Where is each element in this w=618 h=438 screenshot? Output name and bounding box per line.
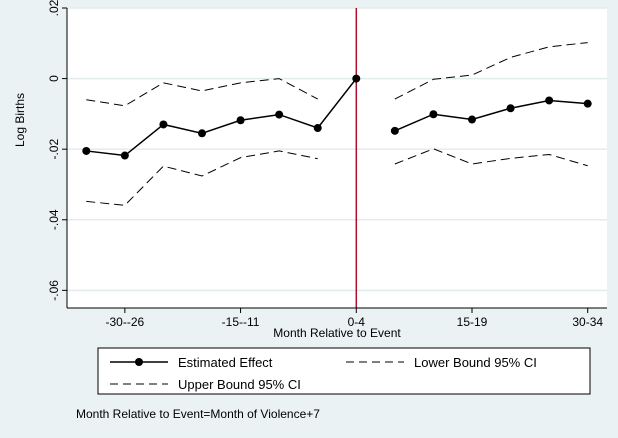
legend-label-lower-bound: Lower Bound 95% CI (414, 355, 537, 370)
chart-note: Month Relative to Event=Month of Violenc… (76, 407, 320, 421)
y-tick-label-4: -.06 (47, 280, 61, 301)
legend-box (97, 347, 591, 395)
point-estimated-effect-10 (468, 115, 476, 124)
axes-group: .02 0 -.02 -.04 -.06 -30--26 -15--11 0-4 15-19 30… (47, 0, 607, 329)
point-estimated-effect-8 (390, 126, 399, 135)
legend: Estimated Effect Lower Bound 95% CI Uppe… (97, 347, 591, 395)
series-estimated-effect-pre (86, 78, 357, 157)
point-estimated-effect-7 (352, 74, 361, 83)
x-tick-label-2: 0-4 (348, 315, 366, 329)
x-tick-label-4: 30-34 (572, 315, 603, 329)
point-estimated-effect-4 (236, 116, 245, 125)
point-estimated-effect-11 (506, 104, 515, 113)
x-tick-label-0: -30--26 (106, 315, 145, 329)
series-group (82, 42, 592, 206)
point-estimated-effect-0 (82, 146, 91, 155)
series-lower-bound-post (394, 42, 588, 100)
point-estimated-effect-9 (429, 110, 438, 119)
point-estimated-effect-3 (198, 129, 206, 138)
series-upper-bound-post (394, 148, 588, 167)
point-estimated-effect-12 (545, 96, 554, 105)
legend-marker-estimated-effect (135, 358, 143, 366)
y-tick-label-1: 0 (47, 75, 61, 82)
legend-entry-upper-bound: Upper Bound 95% CI (110, 377, 301, 392)
y-tick-label-3: -.04 (47, 209, 61, 230)
grid-lines (67, 7, 607, 292)
point-estimated-effect-5 (275, 110, 284, 119)
x-tick-label-1: -15--11 (222, 315, 260, 329)
point-estimated-effect-2 (159, 120, 168, 129)
legend-entry-estimated-effect: Estimated Effect (110, 355, 273, 370)
point-estimated-effect-6 (313, 124, 322, 132)
x-tick-label-3: 15-19 (457, 315, 488, 329)
point-estimated-effect-13 (583, 99, 592, 108)
y-tick-label-2: -.02 (47, 139, 61, 160)
x-axis-title: Month Relative to Event (273, 326, 401, 340)
legend-label-upper-bound: Upper Bound 95% CI (178, 377, 301, 392)
series-upper-bound-pre (86, 150, 318, 206)
point-estimated-effect-1 (120, 151, 129, 160)
series-lower-bound-pre (86, 78, 318, 107)
legend-label-estimated-effect: Estimated Effect (178, 355, 273, 370)
y-axis-title: Log Births (13, 93, 27, 147)
legend-entry-lower-bound: Lower Bound 95% CI (346, 355, 537, 370)
series-estimated-effect-post (394, 99, 588, 132)
y-tick-label-0: .02 (47, 0, 61, 16)
